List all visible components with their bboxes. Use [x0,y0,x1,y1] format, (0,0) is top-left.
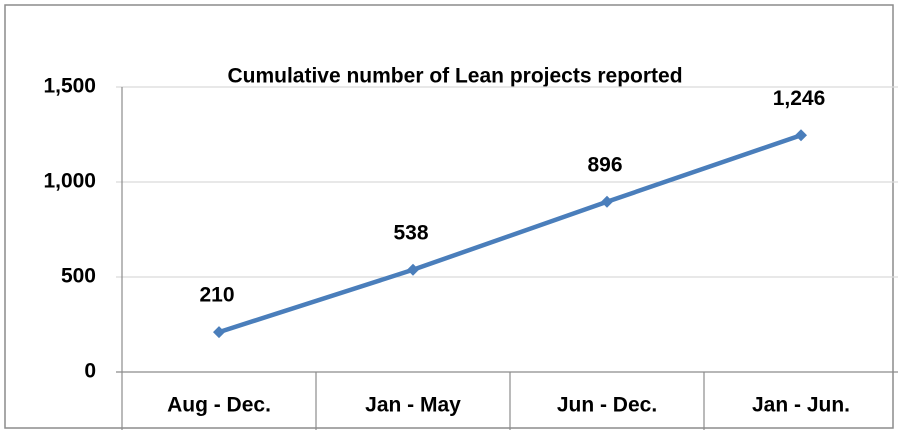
y-tick-label: 1,500 [43,75,96,98]
marker [213,326,225,339]
marker [601,195,613,208]
line [218,133,802,335]
data-label: 210 [199,284,234,307]
x-tick-label: Jun - Dec. [557,394,657,417]
y-tick-label: 500 [61,265,96,288]
marker [407,263,419,276]
chart-title: Cumulative number of Lean projects repor… [227,65,682,88]
marker [795,129,807,142]
y-tick-label: 1,000 [43,170,96,193]
data-label: 1,246 [773,87,826,110]
chart-border [4,4,894,429]
x-tick-label: Aug - Dec. [167,394,271,417]
y-tick-label: 0 [84,360,96,383]
x-tick-label: Jan - May [365,394,461,417]
data-label: 538 [393,221,428,244]
data-label: 896 [587,153,622,176]
x-tick-label: Jan - Jun. [752,394,850,417]
